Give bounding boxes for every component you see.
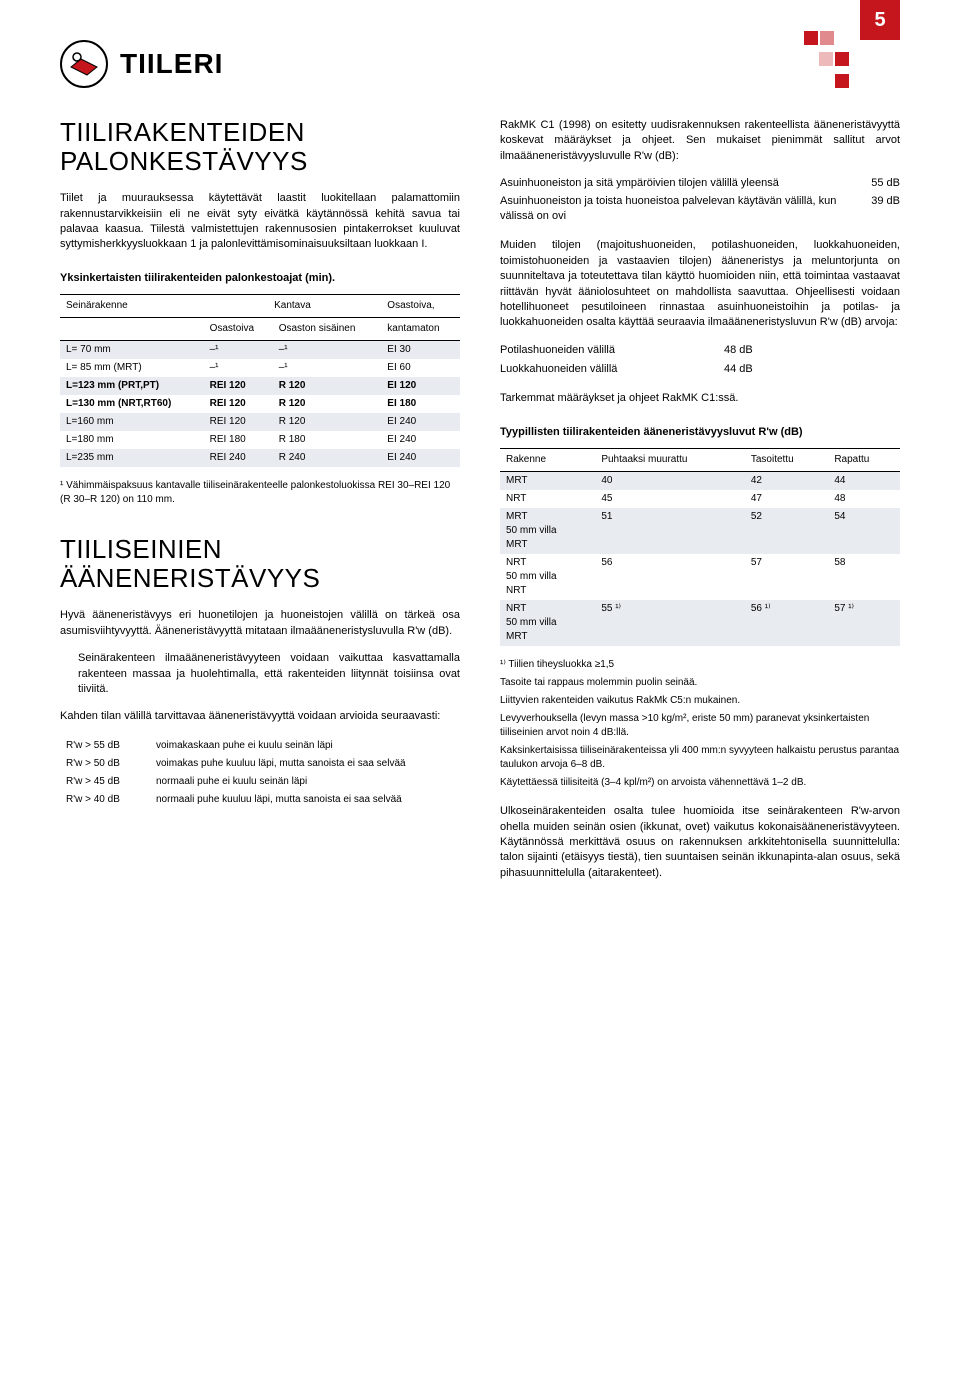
table-row: L= 70 mm–¹–¹EI 30 <box>60 341 460 360</box>
stat-pair: Luokkahuoneiden välillä44 dB <box>500 362 900 377</box>
table1-caption: Yksinkertaisten tiilirakenteiden palonke… <box>60 271 460 286</box>
para: Seinärakenteen ilmaääneneristävyyteen vo… <box>60 651 460 697</box>
table1-note: ¹ Vähimmäispaksuus kantavalle tiiliseinä… <box>60 479 460 507</box>
left-column: TIILIRAKENTEIDENPALONKESTÄVYYS Tiilet ja… <box>60 118 460 893</box>
table-row: R'w > 45 dBnormaali puhe ei kuulu seinän… <box>60 773 460 791</box>
table-row: MRT404244 <box>500 472 900 491</box>
logo-emblem <box>60 40 108 88</box>
footnote: Liittyvien rakenteiden vaikutus RakMk C5… <box>500 694 900 708</box>
table-fire: Seinärakenne Kantava Osastoiva, Osastoiv… <box>60 294 460 467</box>
para: Hyvä ääneneristävyys eri huonetilojen ja… <box>60 608 460 639</box>
footnotes: ¹⁾ Tiilien tiheysluokka ≥1,5 Tasoite tai … <box>500 658 900 790</box>
rw-list: R'w > 55 dBvoimakaskaan puhe ei kuulu se… <box>60 737 460 809</box>
table2-caption: Tyypillisten tiilirakenteiden äänenerist… <box>500 425 900 440</box>
table-row: L=130 mm (NRT,RT60)REI 120R 120EI 180 <box>60 395 460 413</box>
para: Muiden tilojen (majoitushuoneiden, potil… <box>500 238 900 330</box>
table-row: L= 85 mm (MRT)–¹–¹EI 60 <box>60 359 460 377</box>
db-line: Asuinhuoneiston ja sitä ympäröivien tilo… <box>500 176 900 191</box>
db-lines: Asuinhuoneiston ja sitä ympäröivien tilo… <box>500 176 900 224</box>
page-number: 5 <box>860 0 900 40</box>
para: Ulkoseinärakenteiden osalta tulee huomio… <box>500 804 900 881</box>
footnote: ¹⁾ Tiilien tiheysluokka ≥1,5 <box>500 658 900 672</box>
table-row: L=160 mmREI 120R 120EI 240 <box>60 413 460 431</box>
table-row: R'w > 55 dBvoimakaskaan puhe ei kuulu se… <box>60 737 460 755</box>
table-sound: Rakenne Puhtaaksi muurattu Tasoitettu Ra… <box>500 448 900 646</box>
page: 5 TIILERI TIILIRAKENTEIDENPALONKESTÄVYYS… <box>0 0 960 953</box>
logo-text: TIILERI <box>120 44 223 83</box>
footnote: Tasoite tai rappaus molemmin puolin sein… <box>500 676 900 690</box>
table-row: MRT 50 mm villa MRT515254 <box>500 508 900 554</box>
table-row: NRT454748 <box>500 490 900 508</box>
para: RakMK C1 (1998) on esitetty uudisrakennu… <box>500 118 900 164</box>
decoration <box>803 30 850 94</box>
table-row: NRT 50 mm villa MRT55 ¹⁾56 ¹⁾57 ¹⁾ <box>500 600 900 646</box>
stat-pair: Potilashuoneiden välillä48 dB <box>500 343 900 358</box>
heading-fire: TIILIRAKENTEIDENPALONKESTÄVYYS <box>60 118 460 175</box>
table-row: R'w > 40 dBnormaali puhe kuuluu läpi, mu… <box>60 791 460 809</box>
table-row: R'w > 50 dBvoimakas puhe kuuluu läpi, mu… <box>60 755 460 773</box>
right-column: RakMK C1 (1998) on esitetty uudisrakennu… <box>500 118 900 893</box>
db-line: Asuinhuoneiston ja toista huoneistoa pal… <box>500 194 900 225</box>
footnote: Käytettäessä tiilisiteitä (3–4 kpl/m²) o… <box>500 776 900 790</box>
table-row: NRT 50 mm villa NRT565758 <box>500 554 900 600</box>
table-row: L=123 mm (PRT,PT)REI 120R 120EI 120 <box>60 377 460 395</box>
para: Tarkemmat määräykset ja ohjeet RakMK C1:… <box>500 391 900 406</box>
stat-pairs: Potilashuoneiden välillä48 dB Luokkahuone… <box>500 343 900 378</box>
table-row: L=235 mmREI 240R 240EI 240 <box>60 449 460 467</box>
para: Kahden tilan välillä tarvittavaa äänener… <box>60 709 460 724</box>
table-row: L=180 mmREI 180R 180EI 240 <box>60 431 460 449</box>
footnote: Kaksinkertaisissa tiiliseinärakenteissa … <box>500 744 900 772</box>
footnote: Levyverhouksella (levyn massa >10 kg/m²,… <box>500 712 900 740</box>
para: Tiilet ja muurauksessa käytettävät laast… <box>60 191 460 253</box>
logo: TIILERI <box>60 40 900 88</box>
content-columns: TIILIRAKENTEIDENPALONKESTÄVYYS Tiilet ja… <box>60 118 900 893</box>
heading-sound: TIILISEINIENÄÄNENERISTÄVYYS <box>60 535 460 592</box>
